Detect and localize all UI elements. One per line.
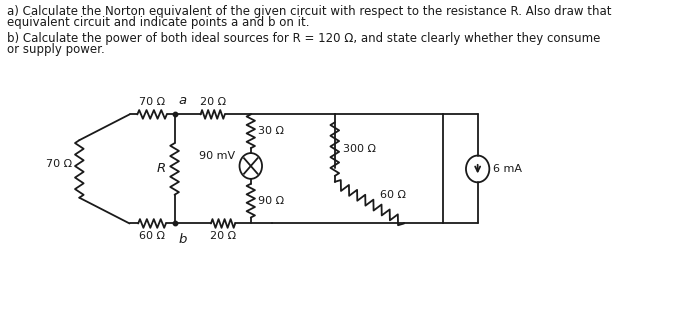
Text: b) Calculate the power of both ideal sources for R = 120 Ω, and state clearly wh: b) Calculate the power of both ideal sou… [7,32,601,45]
Text: a) Calculate the Norton equivalent of the given circuit with respect to the resi: a) Calculate the Norton equivalent of th… [7,6,612,18]
Text: 60 Ω: 60 Ω [139,231,165,241]
Text: 30 Ω: 30 Ω [257,126,284,136]
Text: b: b [179,233,187,246]
Text: 20 Ω: 20 Ω [200,98,226,108]
Text: 300 Ω: 300 Ω [342,144,375,154]
Text: 70 Ω: 70 Ω [139,98,165,108]
Text: 90 mV: 90 mV [199,151,235,161]
Text: or supply power.: or supply power. [7,43,105,56]
Text: a: a [179,95,187,108]
Text: 6 mA: 6 mA [493,164,522,174]
Text: R: R [156,162,166,175]
Text: 60 Ω: 60 Ω [380,190,406,200]
Text: equivalent circuit and indicate points a and b on it.: equivalent circuit and indicate points a… [7,16,310,29]
Text: 70 Ω: 70 Ω [47,159,72,169]
Text: 90 Ω: 90 Ω [257,196,284,206]
Text: 20 Ω: 20 Ω [210,231,236,241]
